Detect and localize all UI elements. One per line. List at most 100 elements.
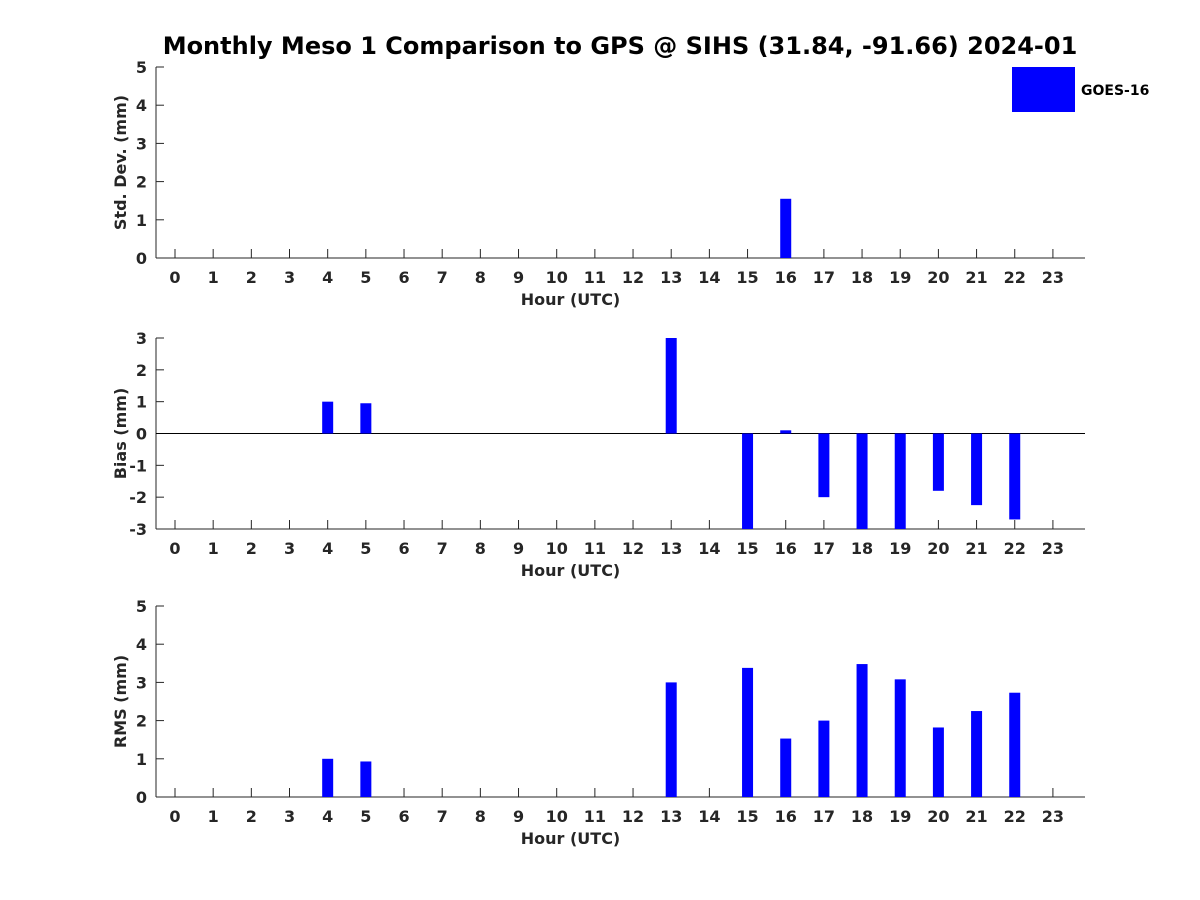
x-tick-label: 21: [965, 807, 987, 826]
x-tick-label: 14: [698, 268, 720, 287]
x-tick-label: 23: [1042, 807, 1064, 826]
x-tick-label: 19: [889, 268, 911, 287]
x-tick-label: 21: [965, 268, 987, 287]
y-axis-label: Bias (mm): [111, 388, 130, 480]
bar-hour-16: [780, 198, 792, 258]
bar-hour-13: [665, 338, 677, 434]
x-tick-label: 21: [965, 539, 987, 558]
x-tick-label: 14: [698, 807, 720, 826]
x-tick-label: 13: [660, 539, 682, 558]
x-tick-label: 12: [622, 807, 644, 826]
bar-hour-18: [856, 664, 868, 797]
x-tick-label: 1: [208, 807, 219, 826]
y-tick-label: 3: [136, 673, 147, 692]
x-tick-label: 16: [775, 268, 797, 287]
x-tick-label: 10: [546, 539, 568, 558]
x-tick-label: 15: [736, 268, 758, 287]
x-tick-label: 9: [513, 539, 524, 558]
bar-hour-13: [665, 682, 677, 797]
bar-hour-18: [856, 433, 868, 529]
legend-swatch: [1012, 67, 1075, 112]
y-tick-label: 3: [136, 329, 147, 348]
x-tick-label: 0: [169, 807, 180, 826]
x-tick-label: 10: [546, 268, 568, 287]
x-tick-label: 11: [584, 268, 606, 287]
y-tick-label: 5: [136, 597, 147, 616]
x-tick-label: 11: [584, 539, 606, 558]
bar-hour-17: [818, 720, 830, 797]
y-tick-label: 5: [136, 58, 147, 77]
x-tick-label: 17: [813, 268, 835, 287]
x-tick-label: 22: [1004, 807, 1026, 826]
x-tick-label: 4: [322, 807, 333, 826]
x-tick-label: 0: [169, 539, 180, 558]
x-tick-label: 9: [513, 807, 524, 826]
x-tick-label: 2: [246, 268, 257, 287]
x-tick-label: 20: [927, 268, 949, 287]
chart-title: Monthly Meso 1 Comparison to GPS @ SIHS …: [163, 32, 1078, 60]
x-tick-label: 12: [622, 268, 644, 287]
x-axis-label: Hour (UTC): [521, 829, 621, 848]
x-tick-label: 8: [475, 268, 486, 287]
x-tick-label: 5: [360, 268, 371, 287]
x-tick-label: 4: [322, 268, 333, 287]
bar-hour-16: [780, 430, 792, 434]
x-tick-label: 3: [284, 539, 295, 558]
x-tick-label: 18: [851, 268, 873, 287]
x-tick-label: 6: [398, 807, 409, 826]
x-tick-label: 10: [546, 807, 568, 826]
y-tick-label: 2: [136, 361, 147, 380]
bar-hour-21: [971, 433, 983, 506]
x-tick-label: 14: [698, 539, 720, 558]
x-tick-label: 11: [584, 807, 606, 826]
y-tick-label: 2: [136, 712, 147, 731]
x-axis-label: Hour (UTC): [521, 561, 621, 580]
x-tick-label: 15: [736, 807, 758, 826]
x-tick-label: 23: [1042, 539, 1064, 558]
x-tick-label: 9: [513, 268, 524, 287]
x-tick-label: 2: [246, 807, 257, 826]
bar-hour-4: [322, 401, 334, 434]
x-tick-label: 7: [437, 807, 448, 826]
x-tick-label: 6: [398, 539, 409, 558]
x-tick-label: 8: [475, 539, 486, 558]
y-tick-label: -2: [129, 488, 147, 507]
x-tick-label: 8: [475, 807, 486, 826]
y-tick-label: 0: [136, 788, 147, 807]
y-axis-label: RMS (mm): [111, 655, 130, 748]
x-tick-label: 1: [208, 539, 219, 558]
x-tick-label: 19: [889, 539, 911, 558]
x-tick-label: 13: [660, 807, 682, 826]
legend: GOES-16: [1012, 67, 1149, 112]
x-tick-label: 7: [437, 268, 448, 287]
x-tick-label: 17: [813, 539, 835, 558]
y-tick-label: 3: [136, 134, 147, 153]
x-tick-label: 17: [813, 807, 835, 826]
x-tick-label: 5: [360, 807, 371, 826]
bar-hour-15: [742, 433, 754, 529]
legend-label: GOES-16: [1081, 83, 1149, 99]
y-tick-label: 1: [136, 750, 147, 769]
x-tick-label: 15: [736, 539, 758, 558]
x-tick-label: 22: [1004, 539, 1026, 558]
y-axis-label: Std. Dev. (mm): [111, 95, 130, 230]
y-tick-label: 1: [136, 211, 147, 230]
bar-hour-4: [322, 758, 334, 797]
x-tick-label: 3: [284, 268, 295, 287]
x-tick-label: 6: [398, 268, 409, 287]
y-tick-label: 0: [136, 425, 147, 444]
x-tick-label: 0: [169, 268, 180, 287]
y-tick-label: 4: [136, 635, 147, 654]
y-tick-label: 0: [136, 249, 147, 268]
x-tick-label: 16: [775, 807, 797, 826]
x-axis-label: Hour (UTC): [521, 290, 621, 309]
bar-hour-21: [971, 711, 983, 797]
bar-hour-20: [932, 433, 944, 491]
bar-hour-22: [1009, 692, 1021, 797]
x-tick-label: 3: [284, 807, 295, 826]
bar-hour-20: [932, 727, 944, 797]
x-tick-label: 20: [927, 539, 949, 558]
